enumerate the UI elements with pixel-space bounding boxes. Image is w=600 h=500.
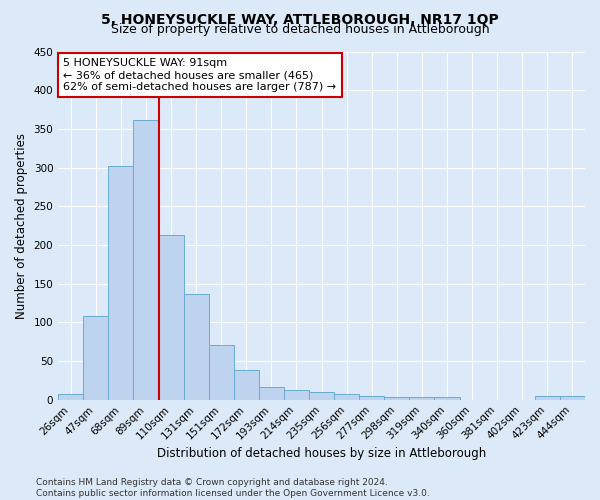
Bar bbox=[109, 166, 133, 400]
X-axis label: Distribution of detached houses by size in Attleborough: Distribution of detached houses by size … bbox=[157, 447, 486, 460]
Bar bbox=[434, 398, 460, 400]
Text: Size of property relative to detached houses in Attleborough: Size of property relative to detached ho… bbox=[110, 24, 490, 36]
Bar bbox=[309, 392, 334, 400]
Bar bbox=[385, 396, 409, 400]
Bar bbox=[158, 235, 184, 400]
Bar bbox=[259, 388, 284, 400]
Text: Contains HM Land Registry data © Crown copyright and database right 2024.
Contai: Contains HM Land Registry data © Crown c… bbox=[36, 478, 430, 498]
Bar bbox=[359, 396, 385, 400]
Bar bbox=[560, 396, 585, 400]
Bar bbox=[334, 394, 359, 400]
Bar bbox=[234, 370, 259, 400]
Text: 5, HONEYSUCKLE WAY, ATTLEBOROUGH, NR17 1QP: 5, HONEYSUCKLE WAY, ATTLEBOROUGH, NR17 1… bbox=[101, 12, 499, 26]
Text: 5 HONEYSUCKLE WAY: 91sqm
← 36% of detached houses are smaller (465)
62% of semi-: 5 HONEYSUCKLE WAY: 91sqm ← 36% of detach… bbox=[64, 58, 337, 92]
Bar bbox=[184, 294, 209, 400]
Bar bbox=[58, 394, 83, 400]
Bar bbox=[284, 390, 309, 400]
Y-axis label: Number of detached properties: Number of detached properties bbox=[15, 132, 28, 318]
Bar bbox=[83, 316, 109, 400]
Bar bbox=[133, 120, 158, 400]
Bar bbox=[409, 398, 434, 400]
Bar bbox=[209, 345, 234, 400]
Bar bbox=[535, 396, 560, 400]
